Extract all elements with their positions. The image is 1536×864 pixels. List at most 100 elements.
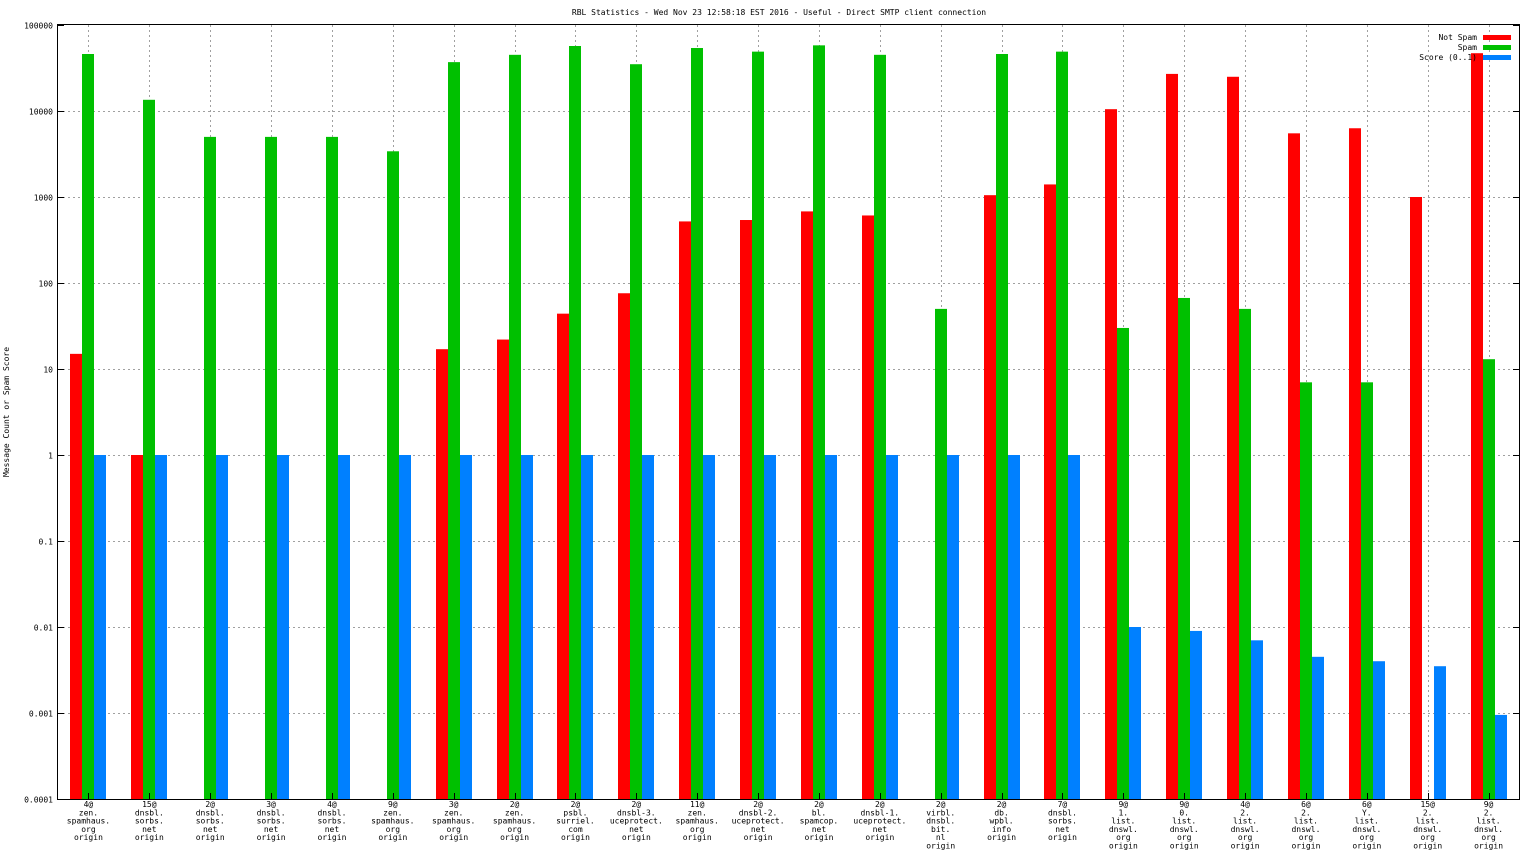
x-tick-label-line: zen. xyxy=(444,808,463,817)
legend-swatch xyxy=(1483,55,1511,60)
x-tick-label-line: uceprotect. xyxy=(732,817,785,826)
x-tick-label-line: 9@ xyxy=(1484,800,1494,809)
x-tick-label-line: origin xyxy=(1291,842,1320,851)
score-bar xyxy=(886,455,898,799)
x-tick-label-line: org xyxy=(1299,833,1314,842)
score-bar xyxy=(1434,666,1446,799)
x-tick-label-line: origin xyxy=(865,833,894,842)
x-tick-label-line: 2@ xyxy=(936,800,946,809)
spam-bar xyxy=(996,54,1008,800)
spam-bar xyxy=(874,54,886,799)
not-spam-bar xyxy=(618,293,630,799)
spam-bar xyxy=(691,48,703,799)
x-tick-label-line: nl xyxy=(936,833,946,842)
x-tick-label: 9@ 2. list. dnswl. org origin xyxy=(1474,800,1503,851)
x-tick-label-line: spamhaus. xyxy=(676,817,719,826)
x-tick-label-line: origin xyxy=(317,833,346,842)
y-tick-label: 0.01 xyxy=(34,624,53,633)
spam-bar xyxy=(387,151,399,799)
legend-label: Not Spam xyxy=(1438,33,1477,42)
not-spam-bar xyxy=(497,339,509,799)
x-tick-label-line: 3@ xyxy=(266,800,276,809)
spam-bar xyxy=(630,64,642,800)
x-tick-label: 6@ 2. list. dnswl. org origin xyxy=(1291,800,1320,851)
x-tick-label-line: list. xyxy=(1111,817,1135,826)
x-tick-label: 2@ dnsbl-1. uceprotect. net origin xyxy=(853,800,906,842)
x-tick-label-line: origin xyxy=(1352,842,1381,851)
x-tick-label-line: net xyxy=(203,825,218,834)
x-tick-label-line: dnsbl. xyxy=(1048,808,1077,817)
x-tick-label-line: zen. xyxy=(383,808,402,817)
bars-group xyxy=(70,45,1507,800)
x-tick-label-line: dnswl. xyxy=(1474,825,1503,834)
x-tick-label-line: origin xyxy=(987,833,1016,842)
x-tick-label-line: dnsbl. xyxy=(317,808,346,817)
score-bar xyxy=(155,455,167,799)
spam-bar xyxy=(326,136,338,800)
x-tick-label-line: dnswl. xyxy=(1291,825,1320,834)
x-tick-label-line: origin xyxy=(135,833,164,842)
x-tick-label-line: 2@ xyxy=(814,800,824,809)
not-spam-bar xyxy=(862,215,874,799)
x-tick-label-line: bl. xyxy=(812,808,826,817)
x-tick-label: 4@ zen. spamhaus. org origin xyxy=(67,800,110,842)
x-tick-label: 15@ 2. list. dnswl. org origin xyxy=(1413,800,1442,851)
x-tick-label-line: 3@ xyxy=(449,800,459,809)
score-bar xyxy=(1190,630,1202,799)
x-tick-label-line: dnsbl. xyxy=(926,817,955,826)
x-tick-label-line: origin xyxy=(926,842,955,851)
x-tick-label-line: bit. xyxy=(931,825,950,834)
spam-bar xyxy=(1361,382,1373,799)
x-tick-label: 15@ dnsbl. sorbs. net origin xyxy=(135,800,164,842)
x-tick-label-line: 2. xyxy=(1240,808,1250,817)
not-spam-bar xyxy=(1044,184,1056,799)
x-tick-label-line: list. xyxy=(1416,817,1440,826)
x-tick-label-line: dnswl. xyxy=(1109,825,1138,834)
spam-bar xyxy=(509,54,521,799)
x-tick-label-line: dnsbl. xyxy=(257,808,286,817)
score-bar xyxy=(825,455,837,799)
score-bar xyxy=(1129,627,1141,799)
x-tick-label-line: spamcop. xyxy=(800,817,839,826)
x-tick-label-line: net xyxy=(751,825,766,834)
spam-bar xyxy=(1300,382,1312,799)
not-spam-bar xyxy=(1349,128,1361,799)
x-tick-label-line: 7@ xyxy=(1058,800,1068,809)
x-tick-label: 4@ 2. list. dnswl. org origin xyxy=(1231,800,1260,851)
x-tick-label-line: origin xyxy=(1109,842,1138,851)
not-spam-bar xyxy=(131,455,143,799)
x-tick-label-line: 2@ xyxy=(510,800,520,809)
x-tick-label: 9@ 1. list. dnswl. org origin xyxy=(1109,800,1138,851)
x-tick-label-line: net xyxy=(1055,825,1070,834)
not-spam-bar xyxy=(984,195,996,799)
legend-swatch xyxy=(1483,45,1511,50)
spam-bar xyxy=(752,51,764,800)
spam-bar xyxy=(265,136,277,800)
x-tick-label-line: origin xyxy=(622,833,651,842)
y-tick-label: 1 xyxy=(48,452,53,461)
x-tick-label-line: dnswl. xyxy=(1231,825,1260,834)
x-tick-label-line: dnsbl-3. xyxy=(617,808,656,817)
score-bar xyxy=(703,455,715,799)
x-tick-label-line: 15@ xyxy=(1420,800,1435,809)
x-tick-label-line: sorbs. xyxy=(257,817,286,826)
not-spam-bar xyxy=(1288,133,1300,800)
not-spam-bar xyxy=(1105,109,1117,799)
x-tick-label: 2@ psbl. surriel. com origin xyxy=(556,800,595,842)
legend-label: Score (0..1) xyxy=(1419,53,1477,62)
x-tick-label-line: 6@ xyxy=(1362,800,1372,809)
x-tick-label-line: origin xyxy=(1413,842,1442,851)
x-tick-label-line: Y. xyxy=(1362,808,1372,817)
x-tick-label-line: sorbs. xyxy=(317,817,346,826)
x-tick-label-line: wpbl. xyxy=(990,817,1014,826)
x-tick-label-line: virbl. xyxy=(926,808,955,817)
y-axis-label: Message Count or Spam Score xyxy=(2,347,11,477)
x-tick-label-line: spamhaus. xyxy=(67,817,110,826)
x-tick-label: 7@ dnsbl. sorbs. net origin xyxy=(1048,800,1077,842)
x-tick-label-line: zen. xyxy=(505,808,524,817)
x-tick-label-line: 11@ xyxy=(690,800,705,809)
x-tick-label: 9@ zen. spamhaus. org origin xyxy=(371,800,414,842)
x-tick-label: 2@ dnsbl. sorbs. net origin xyxy=(196,800,225,842)
x-tick-label-line: db. xyxy=(994,808,1008,817)
